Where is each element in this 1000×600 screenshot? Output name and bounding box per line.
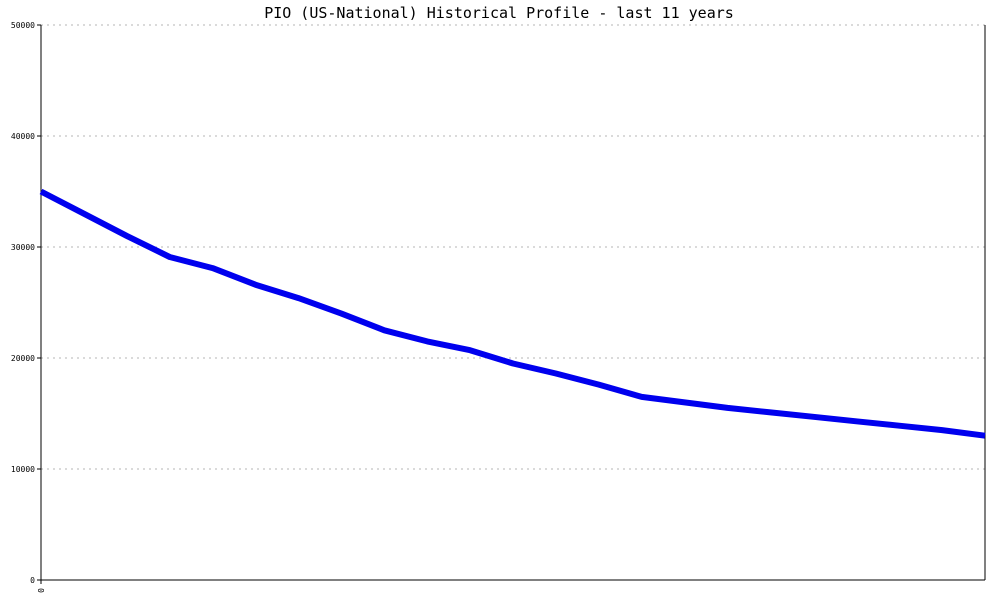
- y-tick-label: 50000: [11, 21, 35, 30]
- y-tick-label: 30000: [11, 243, 35, 252]
- y-tick-label: 20000: [11, 354, 35, 363]
- y-tick-label: 40000: [11, 132, 35, 141]
- tick-labels: 0 10000 20000 30000 40000 50000 0: [11, 21, 46, 593]
- y-tick-label: 0: [30, 576, 35, 585]
- axes: [37, 24, 986, 584]
- y-tick-label: 10000: [11, 465, 35, 474]
- chart-title: PIO (US-National) Historical Profile - l…: [264, 4, 734, 22]
- series-layer: [39, 188, 986, 439]
- grid-lines: [41, 24, 985, 470]
- x-tick-label: 0: [37, 588, 46, 593]
- series-line: [39, 188, 986, 439]
